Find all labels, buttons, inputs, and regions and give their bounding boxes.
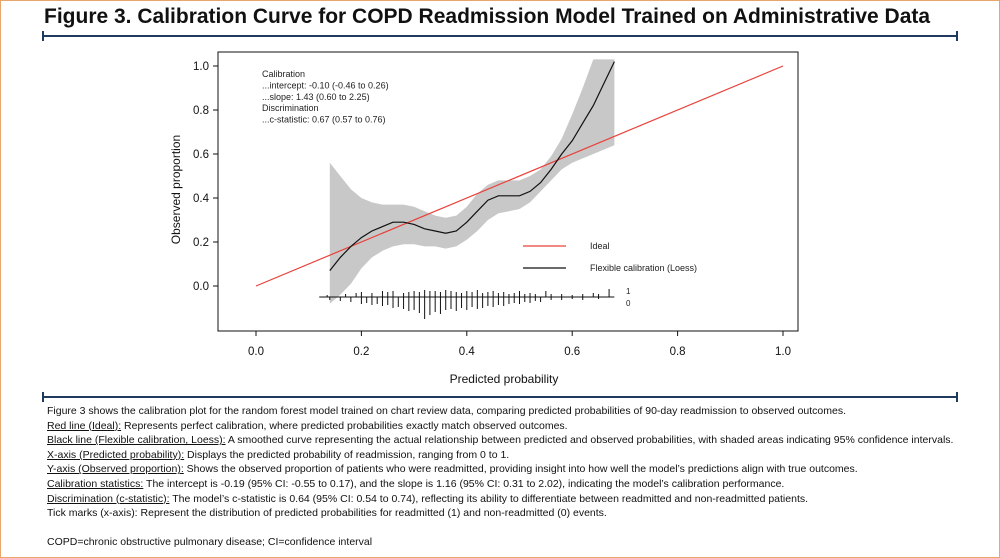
legend-loess-label: Flexible calibration (Loess) <box>590 263 697 273</box>
caption-item-y-axis: Y-axis (Observed proportion): Shows the … <box>47 462 967 477</box>
x-tick-label: 1.0 <box>775 346 791 358</box>
caption-item-label: Calibration statistics: <box>47 477 144 490</box>
y-tick-label: 0.4 <box>193 193 210 205</box>
caption-item-label: Y-axis (Observed proportion): <box>47 463 184 476</box>
x-tick-label: 0.2 <box>353 346 369 358</box>
caption-item-text: A smoothed curve representing the actual… <box>225 434 954 447</box>
stats-annotation-line: ...c-statistic: 0.67 (0.57 to 0.76) <box>262 115 386 125</box>
caption-block: Figure 3 shows the calibration plot for … <box>47 404 967 521</box>
caption-intro: Figure 3 shows the calibration plot for … <box>47 405 847 417</box>
caption-tick-note: Tick marks (x-axis): Represent the distr… <box>47 507 607 520</box>
caption-item-text: Represents perfect calibration, where pr… <box>121 419 568 432</box>
caption-item-discrimination: Discrimination (c-statistic): The model’… <box>47 492 967 507</box>
legend-ideal-label: Ideal <box>590 241 610 251</box>
loess-calibration-line <box>329 61 615 271</box>
y-tick-label: 0.2 <box>193 237 209 249</box>
rug-label-nonreadmitted: 0 <box>626 299 631 308</box>
caption-item-calibration: Calibration statistics: The intercept is… <box>47 477 967 492</box>
caption-rule <box>42 392 958 402</box>
abbreviation-footnote: COPD=chronic obstructive pulmonary disea… <box>47 536 373 548</box>
caption-item-label: X-axis (Predicted probability): <box>47 448 185 461</box>
caption-item-black-line: Black line (Flexible calibration, Loess)… <box>47 433 967 448</box>
rug-label-readmitted: 1 <box>626 287 631 296</box>
y-tick-label: 0.6 <box>193 149 209 161</box>
caption-item-label: Red line (Ideal): <box>47 419 122 432</box>
stats-annotation-line: Discrimination <box>262 103 319 113</box>
caption-item-red-line: Red line (Ideal): Represents perfect cal… <box>47 419 967 434</box>
y-tick-label: 0.8 <box>193 105 209 117</box>
y-axis-label: Observed proportion <box>169 135 183 244</box>
y-tick-label: 0.0 <box>193 281 209 293</box>
figure-title: Figure 3. Calibration Curve for COPD Rea… <box>44 5 931 28</box>
y-tick-label: 1.0 <box>193 61 209 73</box>
plot-frame <box>217 51 799 332</box>
x-tick-label: 0.0 <box>248 346 264 358</box>
caption-item-text: Shows the observed proportion of patient… <box>183 463 858 476</box>
x-axis-label: Predicted probability <box>450 372 559 386</box>
x-tick-label: 0.6 <box>564 346 580 358</box>
ideal-line <box>255 65 784 287</box>
caption-item-text: Displays the predicted probability of re… <box>184 448 510 461</box>
title-rule <box>42 31 958 41</box>
caption-item-text: The model’s c-statistic is 0.64 (95% CI:… <box>169 492 809 505</box>
caption-item-label: Discrimination (c-statistic): <box>47 492 170 505</box>
stats-annotation-line: ...intercept: -0.10 (-0.46 to 0.26) <box>262 80 389 90</box>
confidence-band <box>329 59 615 304</box>
caption-item-text: The intercept is -0.19 (95% CI: -0.55 to… <box>143 477 785 490</box>
calibration-chart: 0.0 0.2 0.4 0.6 0.8 1.0 0.0 0.2 0.4 0.6 0.8 1.0 Pred… <box>169 51 799 386</box>
stats-annotation-line: Calibration <box>262 69 305 79</box>
stats-annotation-line: ...slope: 1.43 (0.60 to 2.25) <box>262 92 370 102</box>
x-tick-label: 0.4 <box>459 346 476 358</box>
x-tick-label: 0.8 <box>670 346 686 358</box>
caption-item-x-axis: X-axis (Predicted probability): Displays… <box>47 448 967 463</box>
caption-item-label: Black line (Flexible calibration, Loess)… <box>47 434 226 447</box>
